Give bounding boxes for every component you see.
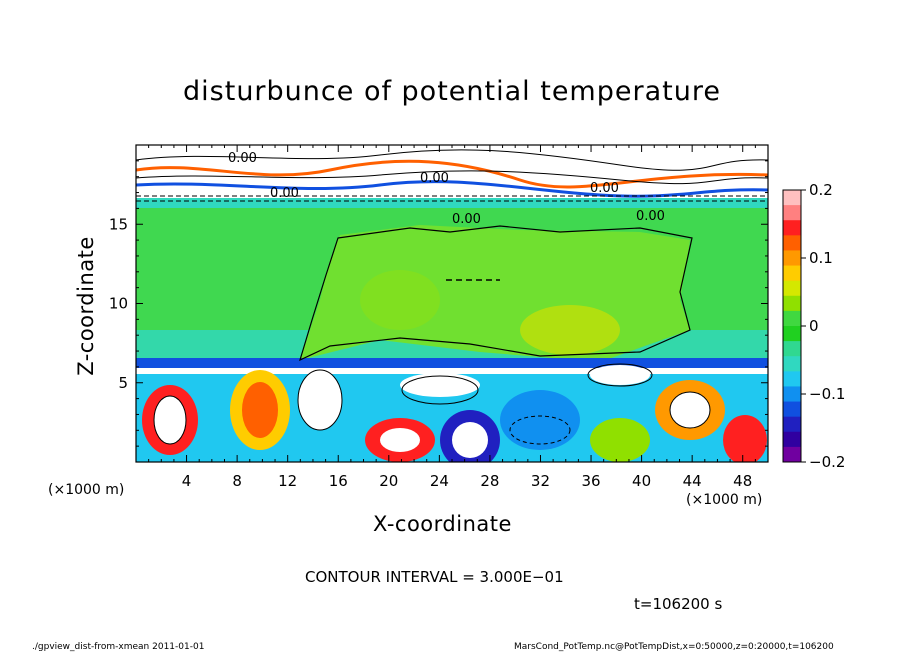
colorbar-swatch (783, 371, 801, 387)
y-tick-label: 10 (109, 295, 128, 313)
x-axis: 4 8 12 16 20 24 28 32 36 40 44 48 (148, 145, 756, 490)
colorbar-swatch (783, 356, 801, 372)
colorbar-tick-label: 0.2 (809, 181, 833, 199)
x-unit-label-left: (×1000 m) (48, 482, 125, 498)
colorbar-swatch (783, 310, 801, 327)
colorbar: 0.2 0.1 0 −0.1 −0.2 (782, 181, 845, 471)
colorbar-swatch (783, 265, 801, 282)
colorbar-swatch (783, 341, 801, 357)
x-axis-label: X-coordinate (373, 512, 512, 536)
x-tick-label: 36 (581, 472, 600, 490)
colorbar-swatch (783, 401, 801, 418)
colorbar-tick-label: 0 (809, 317, 819, 335)
y-tick-label: 5 (118, 374, 128, 392)
footer-right: MarsCond_PotTemp.nc@PotTempDist,x=0:5000… (514, 642, 834, 652)
colorbar-tick-label: −0.1 (809, 385, 845, 403)
x-tick-label: 12 (278, 472, 297, 490)
colorbar-tick-label: 0.1 (809, 249, 833, 267)
heatmap-field (136, 145, 768, 462)
colorbar-swatch (783, 326, 801, 342)
x-tick-label: 44 (683, 472, 702, 490)
y-axis-label: Z-coordinate (74, 236, 98, 376)
colorbar-swatch (783, 416, 801, 433)
contour-label: 0.00 (452, 212, 481, 227)
colorbar-tick-label: −0.2 (809, 453, 845, 471)
colorbar-swatch (783, 250, 801, 267)
colorbar-swatch (783, 431, 801, 448)
contour-label: 0.00 (420, 171, 449, 186)
colorbar-swatch (783, 386, 801, 403)
contour-label: 0.00 (590, 181, 619, 196)
colorbar-swatch (783, 205, 801, 221)
chart-title: disturbunce of potential temperature (183, 76, 721, 107)
colorbar-swatch (783, 220, 801, 236)
contour-label: 0.00 (636, 209, 665, 224)
y-tick-label: 15 (109, 215, 128, 233)
x-tick-label: 16 (329, 472, 348, 490)
colorbar-swatch (783, 190, 801, 206)
colorbar-swatch (783, 280, 801, 297)
colorbar-swatch (783, 235, 801, 251)
time-text: t=106200 s (634, 595, 723, 613)
colorbar-swatch (783, 446, 801, 463)
x-unit-label-right: (×1000 m) (686, 492, 763, 508)
x-tick-label: 32 (531, 472, 550, 490)
x-tick-label: 28 (480, 472, 499, 490)
x-tick-label: 24 (430, 472, 449, 490)
x-tick-label: 8 (232, 472, 242, 490)
colorbar-swatch (783, 295, 801, 312)
x-tick-label: 40 (632, 472, 651, 490)
x-tick-label: 20 (379, 472, 398, 490)
x-tick-label: 4 (182, 472, 192, 490)
contour-label: 0.00 (270, 186, 299, 201)
y-axis: 5 10 15 (109, 160, 768, 447)
x-tick-label: 48 (733, 472, 752, 490)
contour-interval-text: CONTOUR INTERVAL = 3.000E−01 (305, 568, 564, 586)
footer-left: ./gpview_dist-from-xmean 2011-01-01 (32, 642, 205, 652)
contour-label: 0.00 (228, 151, 257, 166)
